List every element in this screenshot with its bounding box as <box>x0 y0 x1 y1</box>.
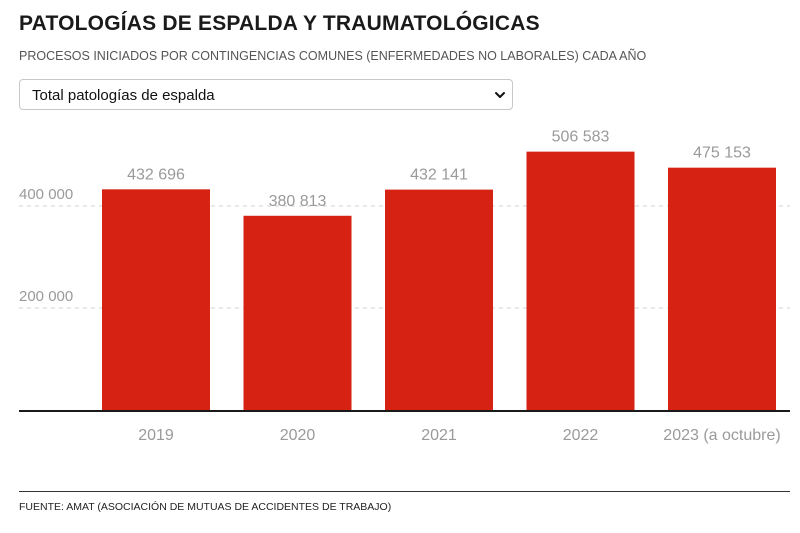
source-note: FUENTE: AMAT (ASOCIACIÓN DE MUTUAS DE AC… <box>19 501 392 513</box>
pathology-select-value: Total patologías de espalda <box>32 87 215 104</box>
bar <box>668 167 776 410</box>
footer-divider <box>19 491 790 492</box>
chart-subtitle: PROCESOS INICIADOS POR CONTINGENCIAS COM… <box>19 49 647 63</box>
bar-value-label: 432 141 <box>410 167 468 184</box>
bar <box>385 189 493 410</box>
bar-value-label: 432 696 <box>127 166 185 183</box>
pathology-select[interactable]: Total patologías de espalda <box>19 79 513 110</box>
y-tick-label: 400 000 <box>19 186 73 203</box>
chevron-down-icon <box>495 92 505 98</box>
bar-value-label: 506 583 <box>552 129 610 146</box>
chart-title: PATOLOGÍAS DE ESPALDA Y TRAUMATOLÓGICAS <box>19 12 540 35</box>
x-tick-label: 2020 <box>280 427 316 444</box>
bar <box>102 189 210 410</box>
x-tick-label: 2022 <box>563 427 599 444</box>
x-tick-label: 2023 (a octubre) <box>663 427 780 444</box>
bar-value-label: 475 153 <box>693 145 751 162</box>
bar-value-label: 380 813 <box>269 193 327 210</box>
bar <box>526 151 635 410</box>
bar <box>243 215 352 410</box>
x-tick-label: 2021 <box>421 427 457 444</box>
y-tick-label: 200 000 <box>19 288 73 305</box>
x-tick-label: 2019 <box>138 427 174 444</box>
